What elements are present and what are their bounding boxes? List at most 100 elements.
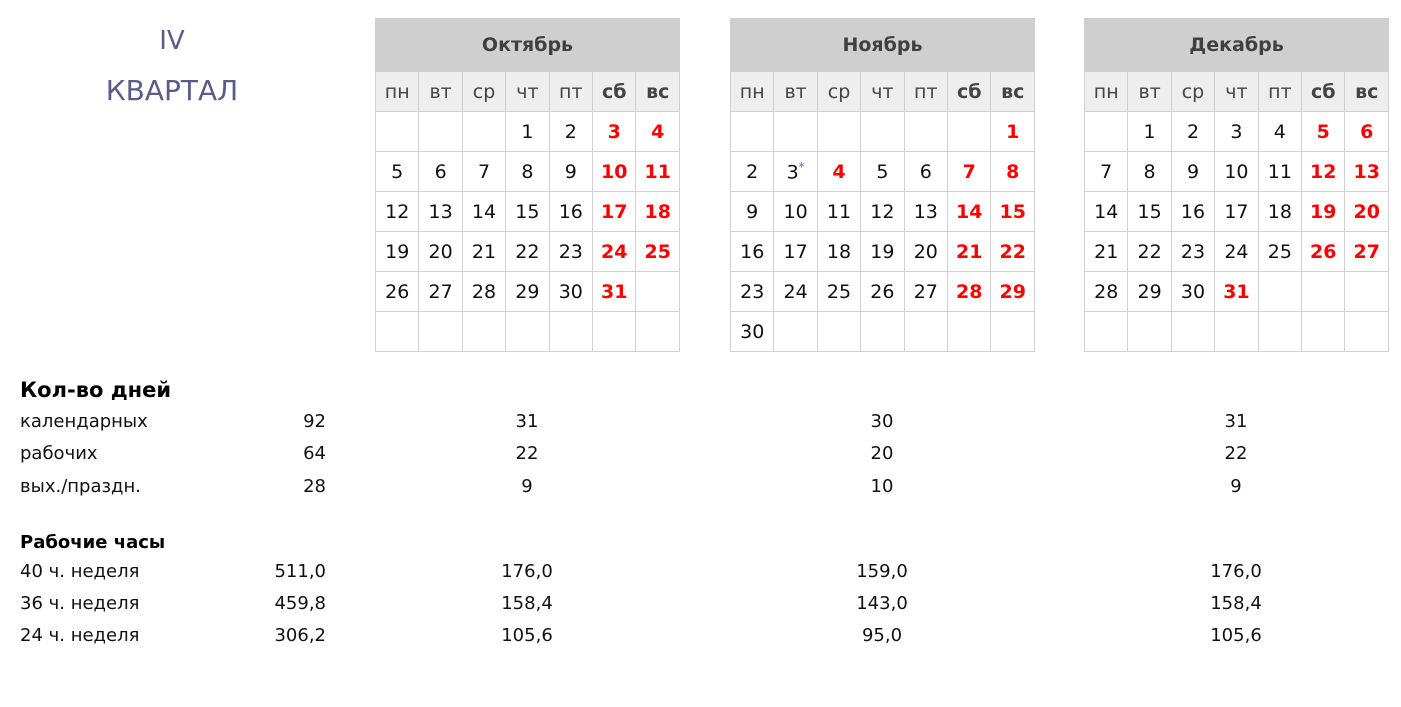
day-cell: 25 <box>1257 231 1303 272</box>
day-cell: 2 <box>729 151 775 192</box>
day-cell: 28 <box>1083 271 1129 312</box>
empty-cell <box>729 111 775 152</box>
day-cell: 3 <box>1214 111 1259 152</box>
day-cell: 14 <box>461 191 507 232</box>
weekday-header: чт <box>505 71 550 112</box>
month-value: 143,0 <box>856 593 908 614</box>
empty-cell <box>1344 271 1389 312</box>
day-cell: 27 <box>903 271 948 312</box>
weekday-header: вс <box>635 71 680 112</box>
weekday-header: ср <box>1170 71 1216 112</box>
empty-cell <box>1170 311 1216 352</box>
day-cell: 18 <box>816 231 862 272</box>
weekday-header: вт <box>1127 71 1172 112</box>
day-cell: 9 <box>548 151 593 192</box>
day-cell: 31 <box>591 271 637 312</box>
day-cell: 29 <box>990 271 1035 312</box>
calendar-1: Ноябрь пн вт ср чт пт сб вс 1 2 3* 4 5 6 7 8 9 10 11 12 13 14… <box>729 18 1035 352</box>
day-cell: 28 <box>946 271 992 312</box>
day-cell: 20 <box>903 231 948 272</box>
day-cell: 20 <box>1344 191 1389 232</box>
weekday-header: пн <box>729 71 775 112</box>
empty-cell <box>418 311 463 352</box>
month-value: 105,6 <box>501 625 553 646</box>
month-value: 158,4 <box>1210 593 1262 614</box>
day-cell: 23 <box>729 271 775 312</box>
day-cell: 4 <box>635 111 680 152</box>
day-cell: 15 <box>505 191 550 232</box>
day-cell: 5 <box>860 151 905 192</box>
day-cell: 8 <box>1127 151 1172 192</box>
day-cell: 19 <box>1301 191 1346 232</box>
month-value: 158,4 <box>501 593 553 614</box>
weekday-header: вт <box>773 71 818 112</box>
day-cell: 20 <box>418 231 463 272</box>
day-cell: 1 <box>990 111 1035 152</box>
day-cell: 24 <box>591 231 637 272</box>
empty-cell <box>1257 311 1303 352</box>
empty-cell <box>860 311 905 352</box>
day-cell: 15 <box>1127 191 1172 232</box>
day-cell: 8 <box>505 151 550 192</box>
empty-cell <box>1257 271 1303 312</box>
quarter-value: 64 <box>303 443 326 464</box>
weekday-header: пт <box>548 71 593 112</box>
quarter-value: 306,2 <box>274 625 326 646</box>
day-cell: 17 <box>591 191 637 232</box>
day-cell: 22 <box>990 231 1035 272</box>
day-cell: 30 <box>1170 271 1216 312</box>
month-value: 159,0 <box>856 561 908 582</box>
empty-cell <box>903 111 948 152</box>
day-cell: 22 <box>505 231 550 272</box>
day-cell: 22 <box>1127 231 1172 272</box>
empty-cell <box>1083 111 1129 152</box>
weekday-header: чт <box>860 71 905 112</box>
day-cell: 18 <box>635 191 680 232</box>
month-value: 20 <box>870 443 894 464</box>
day-cell: 17 <box>1214 191 1259 232</box>
day-cell: 26 <box>374 271 420 312</box>
empty-cell <box>1344 311 1389 352</box>
days-section-title: Кол-во дней <box>20 378 172 402</box>
month-value: 22 <box>1224 443 1248 464</box>
empty-cell <box>635 311 680 352</box>
quarter-value: 459,8 <box>274 593 326 614</box>
weekday-header: вс <box>990 71 1035 112</box>
day-cell: 2 <box>548 111 593 152</box>
quarter-value: 28 <box>303 476 326 497</box>
day-cell: 21 <box>1083 231 1129 272</box>
day-cell: 23 <box>548 231 593 272</box>
day-cell: 11 <box>1257 151 1303 192</box>
day-cell: 5 <box>1301 111 1346 152</box>
weekday-header: сб <box>591 71 637 112</box>
month-value: 30 <box>870 411 894 432</box>
month-value: 95,0 <box>861 625 903 646</box>
empty-cell <box>860 111 905 152</box>
day-cell: 13 <box>1344 151 1389 192</box>
calendar-0: Октябрь пн вт ср чт пт сб вс 1 2 3 4 5 6 7 8 9 10 11 12 13 14… <box>374 18 680 352</box>
row-label: 36 ч. неделя <box>20 593 140 614</box>
day-cell: 10 <box>773 191 818 232</box>
day-cell: 7 <box>946 151 992 192</box>
quarter-label: КВАРТАЛ <box>105 74 239 107</box>
day-cell: 14 <box>946 191 992 232</box>
day-cell: 8 <box>990 151 1035 192</box>
day-cell: 24 <box>773 271 818 312</box>
day-cell: 19 <box>374 231 420 272</box>
weekday-header: пт <box>903 71 948 112</box>
day-cell: 31 <box>1214 271 1259 312</box>
month-value: 22 <box>515 443 539 464</box>
quarter-value: 92 <box>303 411 326 432</box>
day-cell: 21 <box>946 231 992 272</box>
day-cell: 9 <box>1170 151 1216 192</box>
weekday-header: вт <box>418 71 463 112</box>
month-value: 9 <box>1230 476 1242 497</box>
day-cell: 11 <box>816 191 862 232</box>
day-cell: 12 <box>374 191 420 232</box>
day-cell: 4 <box>816 151 862 192</box>
weekday-header: пт <box>1257 71 1303 112</box>
empty-cell <box>635 271 680 312</box>
day-cell: 30 <box>548 271 593 312</box>
day-cell: 29 <box>1127 271 1172 312</box>
empty-cell <box>903 311 948 352</box>
